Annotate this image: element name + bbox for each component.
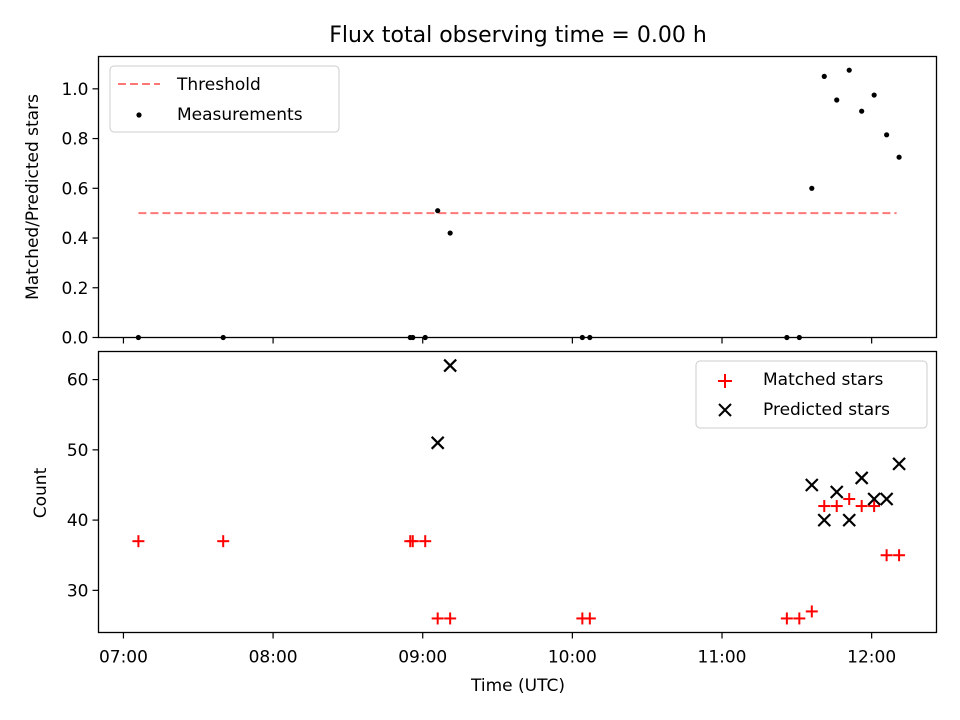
ratio-y-axis: 0.0 0.2 0.4 0.6 0.8 1.0 xyxy=(61,80,99,349)
count-y-axis-label: Count xyxy=(31,467,51,518)
ratio-y-tick-label: 0.0 xyxy=(61,329,88,349)
predicted-star-marker xyxy=(430,436,445,450)
matched-star-marker xyxy=(893,549,906,562)
ratio-panel-frame xyxy=(97,55,938,339)
predicted-star-marker xyxy=(842,513,856,527)
ratio-y-tick-label: 0.6 xyxy=(61,179,88,199)
count-panel-frame xyxy=(97,350,938,634)
measurements-legend-swatch xyxy=(136,112,142,118)
measurement-point xyxy=(821,73,827,79)
matched-star-marker xyxy=(431,612,444,625)
ratio-panel: 0.0 0.2 0.4 0.6 0.8 1.0 Matched/Predicted sta… xyxy=(23,55,938,349)
count-y-tick-label: 60 xyxy=(67,371,89,391)
predicted-star-marker xyxy=(867,492,881,506)
matched-star-marker xyxy=(444,612,457,625)
predicted-stars-legend-swatch xyxy=(718,403,732,417)
measurement-point xyxy=(859,108,865,114)
measurement-point xyxy=(871,92,877,98)
matched-star-marker xyxy=(805,605,818,618)
ratio-y-axis-label: Matched/Predicted stars xyxy=(23,94,43,300)
matched-star-marker xyxy=(217,535,230,548)
matched-star-marker xyxy=(419,535,432,548)
matched-star-marker xyxy=(868,500,881,513)
count-x-tick-label: 07:00 xyxy=(99,648,148,668)
count-x-tick-label: 12:00 xyxy=(847,648,896,668)
measurement-point xyxy=(435,208,441,214)
count-x-tick-label: 10:00 xyxy=(548,648,597,668)
count-x-tick-label: 09:00 xyxy=(398,648,447,668)
matched-stars-legend-swatch xyxy=(718,374,732,388)
threshold-legend-label: Threshold xyxy=(176,75,261,95)
count-y-tick-label: 40 xyxy=(67,511,89,531)
predicted-star-marker xyxy=(879,492,894,506)
measurement-point xyxy=(809,185,815,191)
ratio-legend: Threshold Measurements xyxy=(109,65,340,133)
ratio-legend-box xyxy=(109,65,340,133)
matched-star-marker xyxy=(818,500,831,513)
matched-star-marker xyxy=(843,493,856,506)
predicted-star-marker xyxy=(854,471,869,485)
predicted-star-marker xyxy=(443,358,457,373)
ratio-y-tick-label: 0.8 xyxy=(61,130,88,150)
matched-star-marker xyxy=(855,500,868,513)
count-x-tick-label: 11:00 xyxy=(698,648,747,668)
count-legend: Matched stars Predicted stars xyxy=(695,360,928,429)
ratio-x-axis xyxy=(122,337,873,344)
predicted-star-marker xyxy=(805,478,819,492)
matched-star-marker xyxy=(830,500,843,513)
count-y-tick-label: 50 xyxy=(67,441,89,461)
predicted-star-marker xyxy=(817,513,832,527)
measurement-point xyxy=(896,154,902,160)
predicted-star-marker xyxy=(829,485,844,499)
matched-star-marker xyxy=(406,535,419,548)
measurement-point xyxy=(846,67,852,73)
ratio-y-tick-label: 0.2 xyxy=(61,279,88,299)
matched-star-marker xyxy=(880,549,893,562)
ratio-y-tick-label: 1.0 xyxy=(61,80,88,100)
count-x-tick-label: 08:00 xyxy=(249,648,298,668)
count-x-axis: 07:00 08:00 09:00 10:00 11:00 12:00 xyxy=(99,632,896,668)
measurements-legend-label: Measurements xyxy=(177,105,303,125)
measurement-point xyxy=(884,132,890,138)
count-points xyxy=(132,358,906,625)
matched-star-marker xyxy=(780,612,793,625)
matched-star-marker xyxy=(793,612,806,625)
measurement-point xyxy=(834,97,840,103)
matched-star-marker xyxy=(583,612,596,625)
predicted-stars-legend-label: Predicted stars xyxy=(763,400,890,420)
chart-title: Flux total observing time = 0.00 h xyxy=(329,23,707,48)
predicted-star-marker xyxy=(892,457,906,471)
x-axis-label: Time (UTC) xyxy=(470,676,565,696)
count-y-tick-label: 30 xyxy=(67,581,89,601)
count-legend-box xyxy=(695,360,928,429)
matched-star-marker xyxy=(132,535,145,548)
ratio-y-tick-label: 0.4 xyxy=(61,229,88,249)
measurement-point xyxy=(447,230,453,236)
count-y-axis: 30 40 50 60 xyxy=(67,371,99,601)
matched-stars-legend-label: Matched stars xyxy=(763,370,883,390)
